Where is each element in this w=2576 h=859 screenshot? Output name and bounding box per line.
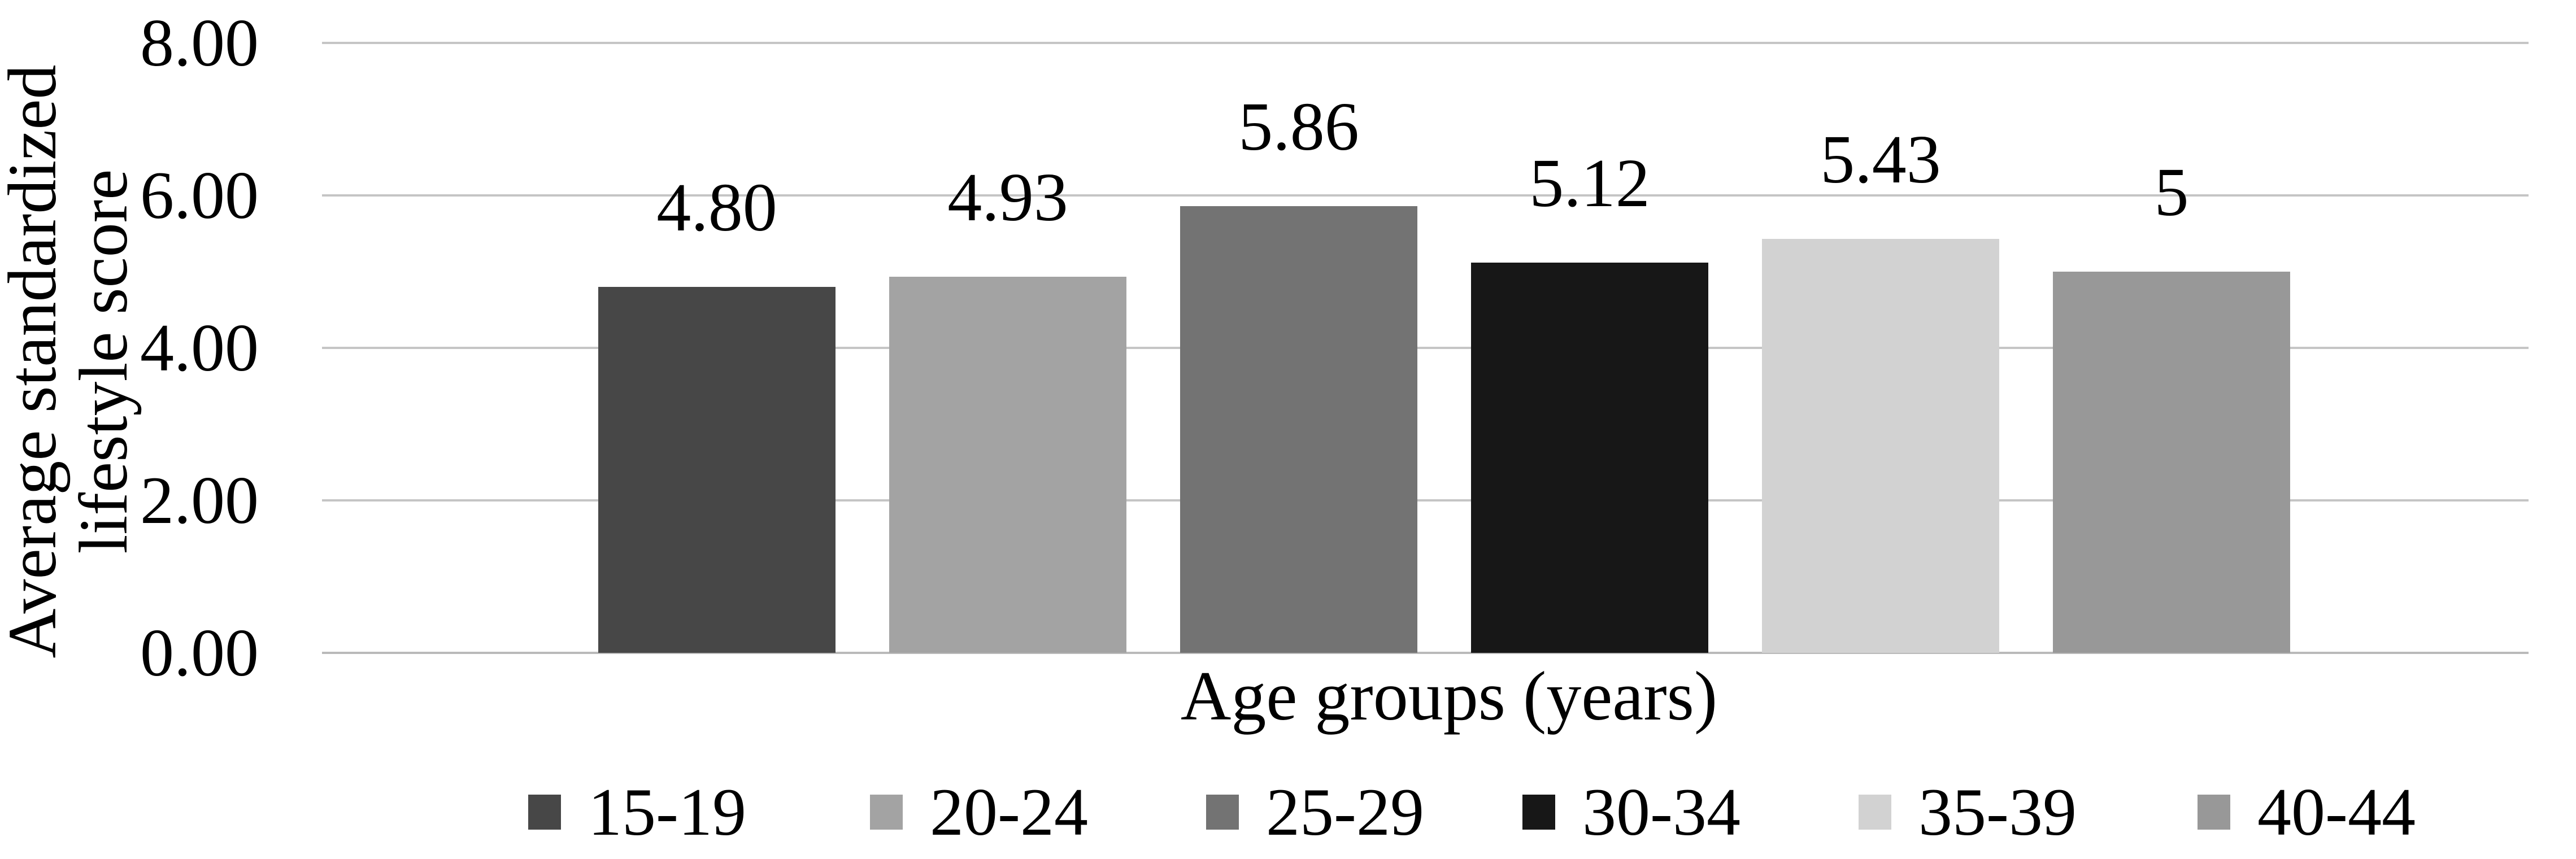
legend-swatch-icon xyxy=(1859,795,1891,830)
legend-label: 40-44 xyxy=(2257,774,2416,849)
legend-label: 35-39 xyxy=(1918,774,2077,849)
legend: 15-19 20-24 25-29 30-34 35-39 40-44 xyxy=(0,778,2576,852)
legend-item-40-44: 40-44 xyxy=(2198,778,2416,846)
bar-30-34 xyxy=(1471,262,1708,653)
y-tick-label-8.00: 8.00 xyxy=(140,5,259,80)
y-tick-label-4.00: 4.00 xyxy=(140,310,259,385)
y-tick-label-6.00: 6.00 xyxy=(140,158,259,233)
gridline-y-0.00 xyxy=(322,652,2529,654)
y-axis-title-line-1: Average standardized xyxy=(0,64,71,659)
bar-15-19 xyxy=(598,287,836,653)
legend-item-15-19: 15-19 xyxy=(528,778,746,846)
gridline-y-8.00 xyxy=(322,42,2529,44)
legend-label: 20-24 xyxy=(930,774,1088,849)
bar-value-label-40-44: 5 xyxy=(2154,154,2189,230)
bar-35-39 xyxy=(1762,238,1999,653)
bar-40-44 xyxy=(2053,272,2290,653)
legend-label: 15-19 xyxy=(588,774,746,849)
bar-value-label-25-29: 5.86 xyxy=(1238,88,1359,165)
plot-area: 4.80 4.93 5.86 5.12 5.43 5 xyxy=(322,42,2529,654)
bar-value-label-15-19: 4.80 xyxy=(656,169,777,246)
bar-value-label-35-39: 5.43 xyxy=(1820,121,1941,198)
legend-swatch-icon xyxy=(1522,795,1555,830)
gridline-y-2.00 xyxy=(322,499,2529,502)
bar-value-label-30-34: 5.12 xyxy=(1529,145,1650,221)
legend-item-20-24: 20-24 xyxy=(870,778,1088,846)
y-tick-label-2.00: 2.00 xyxy=(140,463,259,538)
legend-label: 25-29 xyxy=(1266,774,1424,849)
x-axis-title: Age groups (years) xyxy=(1180,657,1718,735)
bar-value-label-20-24: 4.93 xyxy=(947,159,1068,236)
legend-item-25-29: 25-29 xyxy=(1206,778,1424,846)
legend-item-35-39: 35-39 xyxy=(1859,778,2077,846)
y-tick-label-0.00: 0.00 xyxy=(140,615,259,690)
legend-swatch-icon xyxy=(2198,795,2230,830)
gridline-y-4.00 xyxy=(322,347,2529,349)
legend-item-30-34: 30-34 xyxy=(1522,778,1740,846)
gridline-y-6.00 xyxy=(322,194,2529,197)
legend-swatch-icon xyxy=(1206,795,1239,830)
legend-swatch-icon xyxy=(528,795,561,830)
bar-20-24 xyxy=(889,277,1126,653)
legend-label: 30-34 xyxy=(1582,774,1740,849)
bar-25-29 xyxy=(1180,206,1417,653)
legend-swatch-icon xyxy=(870,795,903,830)
